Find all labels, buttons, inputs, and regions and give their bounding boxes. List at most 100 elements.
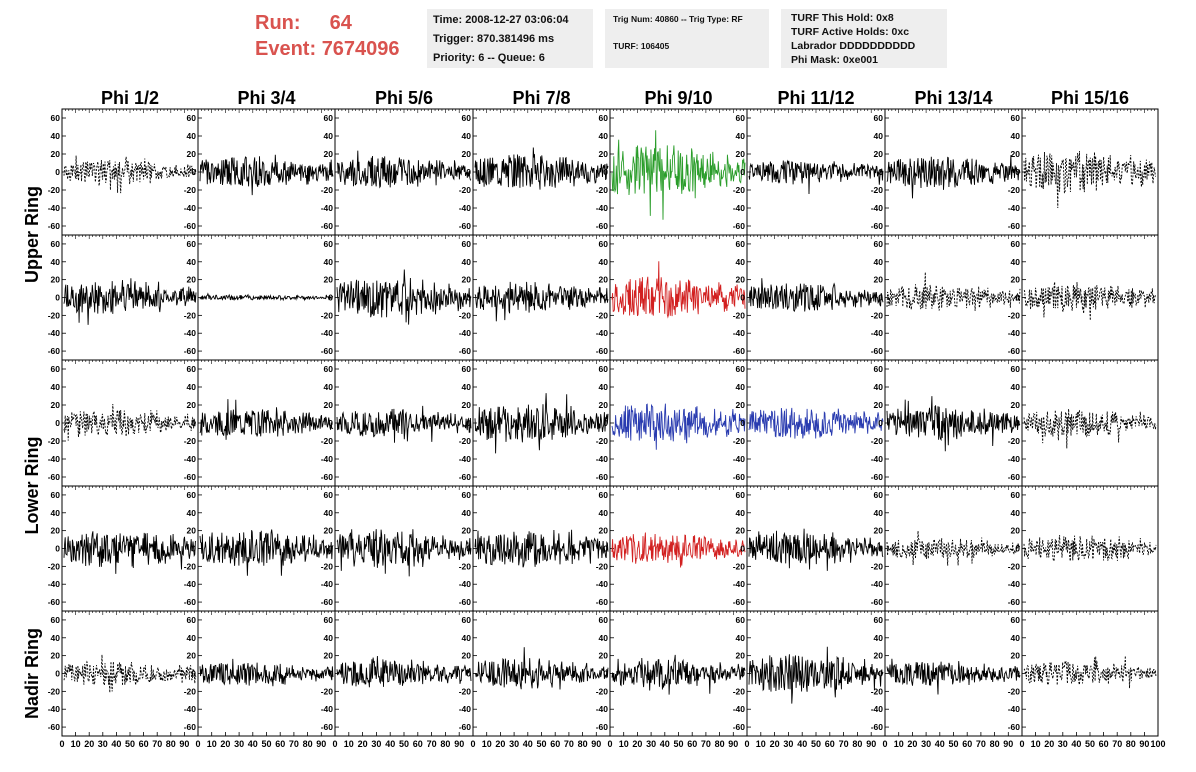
y-tick-label: 60: [462, 364, 472, 374]
y-tick-label: 40: [187, 257, 197, 267]
y-tick-label: -60: [184, 221, 197, 231]
x-tick-label: 50: [673, 739, 683, 749]
waveform-panel: 60 40 20 0 -20 -40 -60: [733, 610, 886, 737]
y-tick-label: -20: [459, 185, 472, 195]
x-tick-label: 30: [371, 739, 381, 749]
y-tick-label: 20: [462, 651, 472, 661]
x-tick-label: 0: [59, 739, 64, 749]
y-tick-label: 20: [324, 400, 334, 410]
y-tick-label: 20: [1011, 275, 1021, 285]
y-tick-label: 0: [191, 167, 196, 177]
y-tick-label: 20: [51, 275, 61, 285]
trig-info-box: Trig Num: 40860 -- Trig Type: RF TURF: 1…: [605, 9, 769, 68]
y-tick-label: -20: [321, 185, 334, 195]
waveform-trace: [199, 292, 334, 302]
y-tick-label: 60: [462, 239, 472, 249]
waveform-trace: [199, 399, 334, 440]
run-value: 64: [329, 12, 352, 34]
y-tick-label: 0: [466, 418, 471, 428]
y-tick-label: -60: [596, 346, 609, 356]
y-tick-label: 60: [51, 615, 61, 625]
x-tick-label: 40: [660, 739, 670, 749]
waveform-trace: [748, 159, 884, 195]
x-tick-label: 60: [962, 739, 972, 749]
y-tick-label: -60: [184, 597, 197, 607]
event-label: Event:: [255, 38, 317, 60]
y-tick-label: -60: [184, 722, 197, 732]
y-tick-label: 20: [1011, 526, 1021, 536]
y-tick-label: -40: [1008, 579, 1021, 589]
turf-text: TURF: 106405: [613, 41, 670, 51]
y-tick-label: 60: [599, 615, 609, 625]
waveform-panel: 60 40 20 0 -20 -40 -60: [596, 610, 748, 737]
x-tick-label: 0: [332, 739, 337, 749]
y-tick-label: -40: [321, 579, 334, 589]
y-tick-label: 40: [51, 508, 61, 518]
y-tick-label: -40: [596, 328, 609, 338]
x-tick-label: 60: [139, 739, 149, 749]
column-header: Phi 11/12: [777, 88, 854, 108]
x-tick-label: 100: [1150, 739, 1165, 749]
waveform-trace: [1023, 655, 1157, 689]
y-tick-label: -40: [184, 203, 197, 213]
y-tick-label: -60: [733, 472, 746, 482]
x-tick-label: 20: [632, 739, 642, 749]
x-tick-label: 40: [111, 739, 121, 749]
y-tick-label: 60: [599, 113, 609, 123]
waveform-panel: 60 40 20 0 -20 -40 -60: [1008, 108, 1159, 236]
y-tick-label: 60: [1011, 239, 1021, 249]
y-tick-label: 40: [324, 131, 334, 141]
y-tick-label: -40: [184, 579, 197, 589]
y-tick-label: 40: [599, 382, 609, 392]
y-tick-label: 0: [603, 544, 608, 554]
time-text: Time: 2008-12-27 03:06:04: [433, 14, 569, 26]
waveform-trace: [748, 528, 884, 571]
y-tick-label: 60: [187, 239, 197, 249]
y-tick-label: -40: [48, 704, 61, 714]
y-tick-label: 60: [736, 113, 746, 123]
y-tick-label: -60: [596, 221, 609, 231]
turf-this-hold-text: TURF This Hold: 0x8: [791, 12, 894, 24]
y-tick-label: -20: [596, 561, 609, 571]
y-tick-label: -20: [459, 686, 472, 696]
waveform-trace: [886, 155, 1021, 199]
waveform-trace: [63, 155, 197, 194]
y-tick-label: 20: [1011, 149, 1021, 159]
y-tick-label: 20: [736, 275, 746, 285]
waveform-trace: [748, 646, 884, 704]
waveform-panel: 60 40 20 0 -20 -40 -60: [459, 485, 611, 612]
waveform-trace: [1023, 150, 1157, 209]
x-tick-label: 10: [756, 739, 766, 749]
y-tick-label: 20: [187, 651, 197, 661]
y-tick-label: -20: [1008, 561, 1021, 571]
x-tick-label: 10: [207, 739, 217, 749]
x-tick-label: 90: [1003, 739, 1013, 749]
waveform-trace: [886, 530, 1021, 566]
y-tick-label: -40: [871, 328, 884, 338]
y-tick-label: 60: [1011, 615, 1021, 625]
y-tick-label: 40: [736, 382, 746, 392]
y-tick-label: -20: [871, 310, 884, 320]
y-tick-label: -20: [871, 436, 884, 446]
x-tick-label: 0: [195, 739, 200, 749]
waveform-trace: [199, 154, 334, 196]
y-tick-label: 0: [740, 293, 745, 303]
y-tick-label: 20: [736, 651, 746, 661]
y-tick-label: 40: [187, 633, 197, 643]
waveform-panel: 60 40 20 0 -20 -40 -60: [321, 485, 474, 612]
y-tick-label: 20: [599, 149, 609, 159]
y-tick-label: 20: [462, 526, 472, 536]
y-tick-label: -60: [871, 346, 884, 356]
y-tick-label: 40: [324, 633, 334, 643]
ring-label: Lower Ring: [22, 437, 42, 535]
y-tick-label: 20: [324, 651, 334, 661]
waveform-panel: 60 40 20 0 -20 -40 -60: [321, 610, 474, 737]
x-tick-label: 0: [1019, 739, 1024, 749]
y-tick-label: 60: [324, 364, 334, 374]
x-tick-label: 70: [976, 739, 986, 749]
y-tick-label: -40: [184, 328, 197, 338]
y-tick-label: -40: [184, 454, 197, 464]
y-tick-label: -20: [321, 561, 334, 571]
x-tick-label: 20: [495, 739, 505, 749]
y-tick-label: -60: [321, 346, 334, 356]
